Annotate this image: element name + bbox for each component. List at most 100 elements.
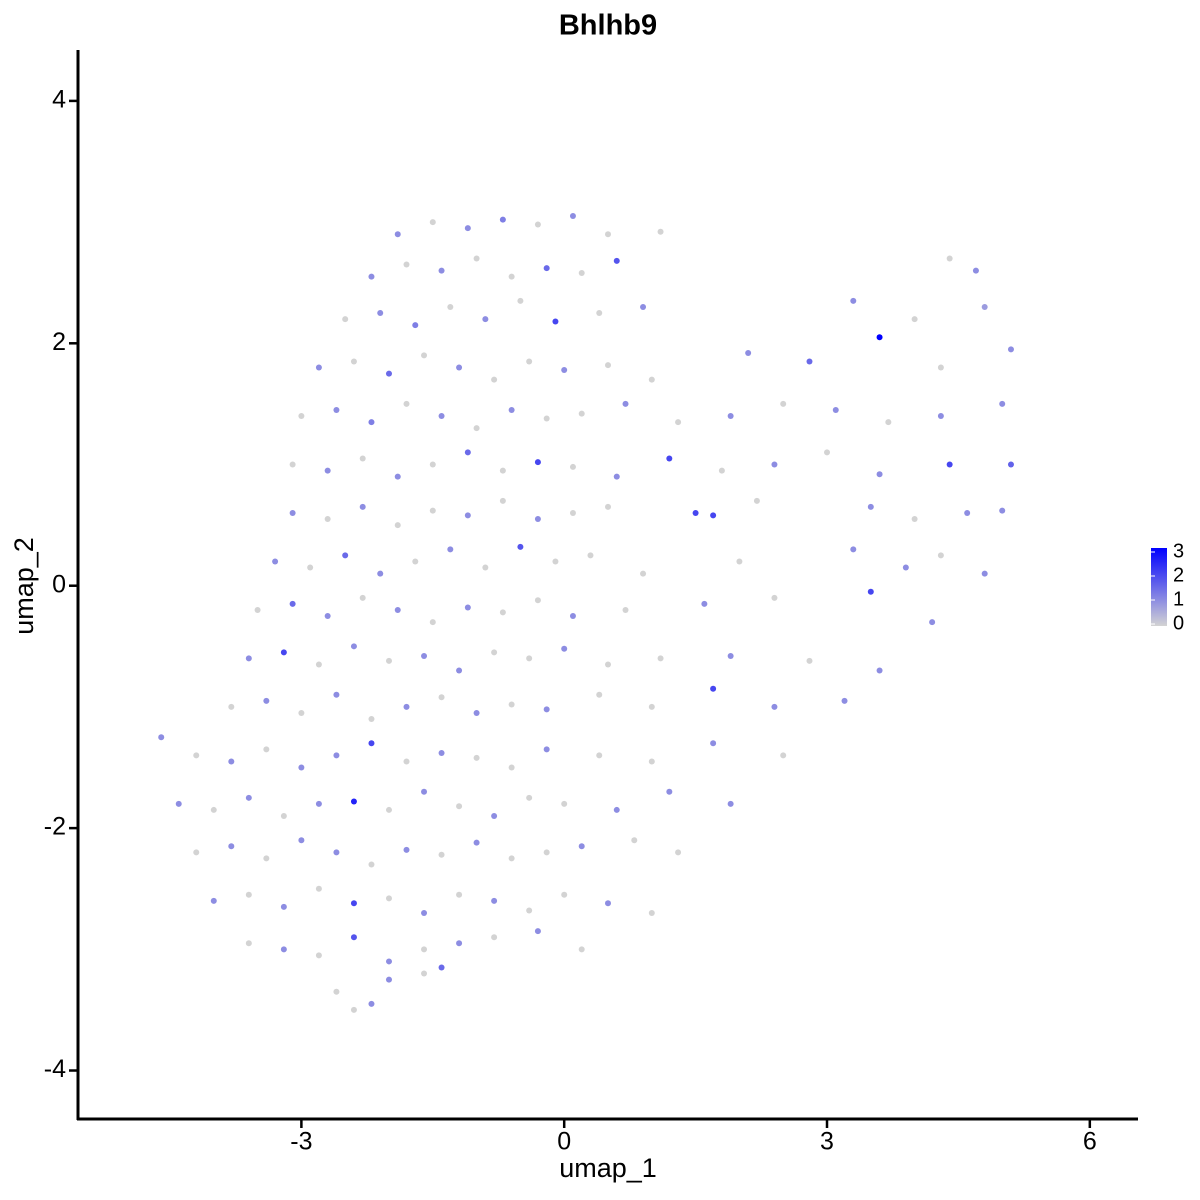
point: [280, 903, 287, 910]
point: [613, 473, 620, 480]
point: [368, 861, 375, 868]
point: [508, 855, 515, 862]
point: [622, 400, 629, 407]
point: [350, 934, 357, 941]
point: [605, 661, 611, 668]
point: [526, 794, 533, 801]
point: [981, 303, 988, 310]
point: [499, 609, 506, 616]
point: [911, 316, 918, 323]
point: [613, 257, 620, 264]
point: [710, 512, 717, 519]
point: [771, 594, 778, 601]
point: [245, 655, 252, 662]
point: [245, 891, 252, 898]
point: [561, 891, 568, 898]
point: [473, 425, 480, 432]
point: [876, 667, 883, 674]
point: [324, 467, 331, 474]
point: [543, 706, 550, 713]
point: [648, 703, 655, 710]
point: [464, 225, 471, 232]
point: [421, 970, 428, 977]
point: [245, 940, 252, 947]
point: [491, 934, 498, 941]
point: [456, 364, 463, 371]
point: [718, 467, 725, 474]
point: [806, 657, 813, 664]
point: [727, 653, 734, 660]
point: [640, 303, 647, 310]
point: [421, 946, 428, 953]
point: [771, 461, 778, 468]
point: [456, 803, 463, 810]
point: [745, 350, 752, 357]
point: [473, 754, 480, 761]
point: [421, 352, 428, 359]
point: [403, 846, 410, 853]
point: [263, 855, 270, 862]
point: [534, 928, 541, 935]
point: [675, 849, 682, 856]
point: [421, 653, 428, 660]
point: [517, 543, 524, 550]
point: [701, 600, 708, 607]
point: [324, 516, 331, 523]
point: [385, 895, 392, 902]
point: [421, 788, 428, 795]
point: [937, 413, 944, 420]
y-tick-label: 2: [52, 328, 66, 356]
point: [464, 604, 471, 611]
point: [263, 746, 270, 753]
point: [377, 570, 384, 577]
point: [394, 473, 401, 480]
point: [596, 310, 603, 317]
point: [937, 552, 944, 559]
point: [254, 606, 261, 613]
point: [394, 231, 401, 238]
point: [622, 606, 629, 613]
point: [403, 703, 410, 710]
point: [850, 297, 857, 304]
point: [534, 459, 541, 466]
point: [193, 849, 200, 856]
point: [491, 897, 498, 904]
point: [333, 406, 340, 413]
point: [508, 764, 515, 771]
point: [596, 691, 603, 698]
colorbar-label: 3: [1173, 540, 1184, 562]
point: [280, 946, 287, 953]
point: [552, 318, 559, 325]
point: [666, 788, 673, 795]
point: [692, 509, 699, 516]
point: [228, 843, 235, 850]
point: [867, 588, 874, 595]
point: [561, 800, 568, 807]
point: [587, 552, 594, 559]
point: [534, 597, 541, 604]
point: [359, 594, 366, 601]
point: [1007, 346, 1014, 353]
point: [289, 509, 296, 516]
point: [412, 558, 419, 565]
point: [342, 316, 349, 323]
point: [578, 946, 585, 953]
point: [850, 546, 857, 553]
point: [315, 885, 322, 892]
point: [482, 316, 489, 323]
point: [867, 503, 874, 510]
y-tick-label: -4: [44, 1055, 66, 1083]
point: [473, 255, 480, 262]
point: [578, 410, 585, 417]
point: [464, 512, 471, 519]
point: [438, 749, 445, 756]
point: [385, 958, 392, 965]
point: [526, 655, 533, 662]
point: [605, 231, 611, 238]
point: [596, 752, 603, 759]
point: [885, 419, 892, 426]
point: [999, 507, 1006, 514]
point: [368, 1000, 375, 1007]
point: [972, 267, 979, 274]
colorbar-label: 2: [1173, 564, 1184, 586]
